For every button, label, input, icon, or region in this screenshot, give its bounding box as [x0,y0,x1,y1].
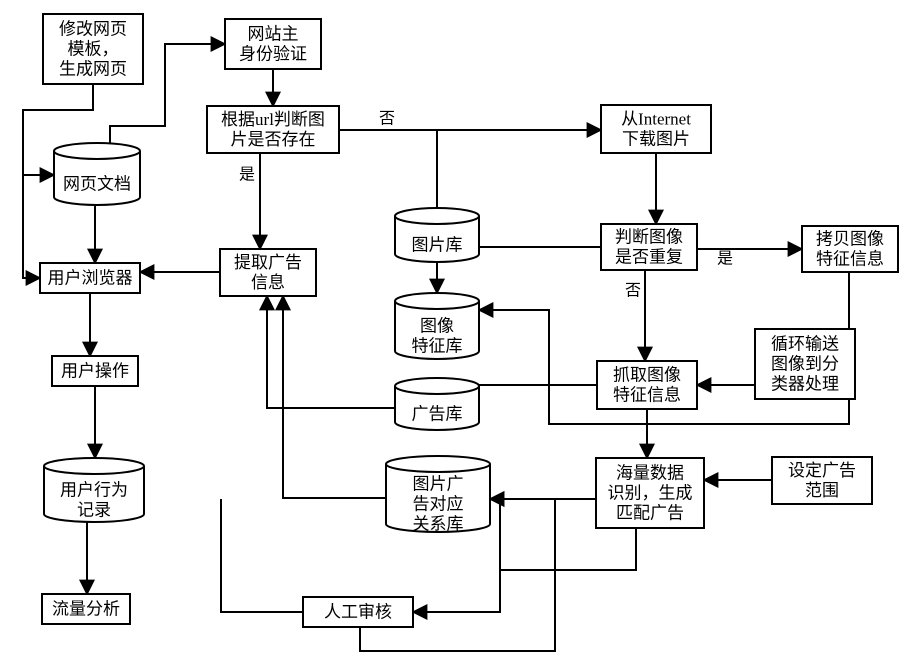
node-text: 身份验证 [239,45,307,64]
node-text: 图像 [420,317,454,336]
node-n13: 用户浏览器 [40,263,140,293]
node-text: 根据url判断图 [221,110,325,129]
node-text: 下载图片 [622,130,690,149]
node-n10: 海量数据识别，生成匹配广告 [596,458,704,528]
node-text: 范围 [805,481,839,500]
node-text: 特征信息 [816,250,884,269]
flow-edge [413,570,500,612]
node-text: 模板， [68,40,119,59]
node-text: 海量数据 [616,464,684,483]
flow-edge [283,296,386,498]
node-n15: 流量分析 [42,594,130,624]
flow-edge [267,296,395,408]
node-n4: 从Internet下载图片 [601,105,711,153]
node-text: 告对应 [413,495,464,514]
node-text: 流量分析 [52,600,120,619]
edge-label: 否 [625,283,641,300]
edge-label: 否 [379,111,395,128]
node-text: 设定广告 [788,461,856,480]
node-text: 生成网页 [59,60,127,79]
node-n5: 判断图像是否重复 [601,224,697,270]
node-n6: 拷贝图像特征信息 [802,226,898,272]
node-text: 信息 [251,273,285,292]
node-n7: 提取广告信息 [220,249,316,296]
node-text: 匹配广告 [616,504,684,523]
node-text: 特征库 [412,337,463,356]
node-text: 从Internet [621,110,691,129]
edge-label: 是 [239,167,255,184]
node-n11: 设定广告范围 [772,457,872,504]
node-n3: 根据url判断图片是否存在 [207,106,339,153]
node-text: 图片库 [412,236,463,255]
node-text: 是否重复 [615,248,683,267]
node-text: 用户行为 [60,481,128,500]
edge-label: 是 [717,251,733,268]
node-text: 用户操作 [61,362,129,381]
node-text: 识别，生成 [608,484,693,503]
node-text: 用户浏览器 [48,269,133,288]
node-text: 人工审核 [324,603,392,622]
node-text: 图像到分 [771,355,839,374]
flow-edge [221,499,303,612]
node-text: 网站主 [248,25,299,44]
node-text: 循环输送 [771,335,839,354]
node-text: 提取广告 [234,253,302,272]
node-n9: 循环输送图像到分类器处理 [755,329,855,399]
node-text: 记录 [77,501,111,520]
node-cyl2: 用户行为记录 [44,458,144,522]
node-n8: 抓取图像特征信息 [597,361,697,409]
node-cyl6: 图片广告对应关系库 [386,456,490,534]
node-cyl4: 图像特征库 [395,293,479,359]
node-text: 类器处理 [771,375,839,394]
node-n14: 用户操作 [52,356,138,386]
node-text: 片是否存在 [231,130,316,149]
node-cyl1: 网页文档 [54,143,140,205]
node-text: 拷贝图像 [816,230,884,249]
node-text: 特征信息 [613,386,681,405]
node-text: 网页文档 [63,175,131,194]
node-text: 图片广 [413,475,464,494]
node-n12: 人工审核 [303,597,413,627]
flow-edge [23,175,40,278]
node-cyl5: 广告库 [395,378,479,430]
node-cyl3: 图片库 [395,208,479,262]
node-text: 修改网页 [59,20,127,39]
node-text: 判断图像 [615,228,683,247]
node-n1: 修改网页模板，生成网页 [43,14,143,84]
node-text: 关系库 [413,515,464,534]
node-text: 广告库 [412,405,463,424]
node-n2: 网站主身份验证 [225,19,321,69]
node-text: 抓取图像 [613,366,681,385]
